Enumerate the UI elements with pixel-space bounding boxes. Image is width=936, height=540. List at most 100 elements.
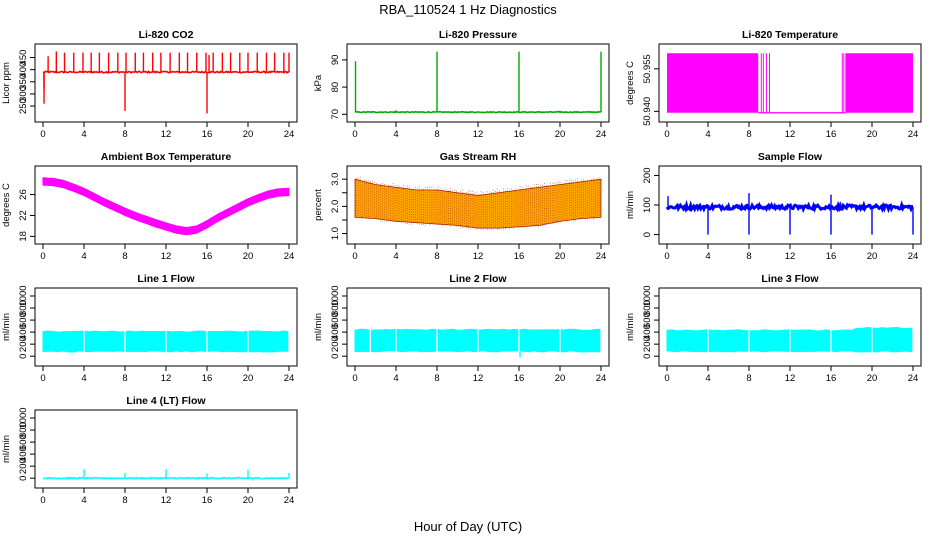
y-axis-label: ml/min	[1, 313, 12, 341]
y-tick-label: 50.940	[642, 97, 653, 126]
x-tick-label: 16	[202, 129, 213, 140]
plot-frame	[346, 287, 610, 367]
y-tick-label: 80	[330, 82, 341, 93]
y-tick-label: 1000	[18, 407, 29, 428]
panel-title: Sample Flow	[758, 151, 823, 163]
data-layer	[42, 469, 290, 481]
x-tick-label: 4	[705, 373, 710, 384]
data-layer	[354, 328, 602, 358]
x-tick-label: 16	[202, 495, 213, 506]
x-tick-label: 8	[122, 251, 127, 262]
x-tick-label: 16	[826, 251, 837, 262]
x-tick-label: 12	[473, 251, 484, 262]
band-fill	[845, 53, 913, 113]
x-tick-label: 24	[908, 373, 919, 384]
x-tick-label: 8	[122, 495, 127, 506]
x-tick-label: 8	[122, 373, 127, 384]
data-layer	[354, 176, 602, 231]
y-tick-label: 70	[330, 109, 341, 120]
x-tick-label: 16	[514, 129, 525, 140]
panel-title: Li-820 Temperature	[742, 29, 838, 41]
plot-frame	[34, 287, 298, 367]
y-tick-label: 2.0	[330, 200, 341, 213]
x-tick-label: 24	[284, 373, 295, 384]
x-tick-label: 4	[81, 251, 86, 262]
y-tick-label: 400	[18, 62, 29, 78]
x-tick-label: 16	[826, 373, 837, 384]
y-axis-label: ml/min	[625, 313, 636, 341]
x-tick-label: 20	[867, 373, 878, 384]
x-tick-label: 0	[40, 251, 45, 262]
x-tick-label: 8	[434, 373, 439, 384]
y-tick-label: 0	[642, 232, 653, 237]
y-tick-label: 1000	[642, 285, 653, 306]
y-tick-label: 90	[330, 55, 341, 66]
data-layer	[666, 326, 914, 353]
y-axis-label: kPa	[313, 74, 324, 91]
x-tick-label: 8	[434, 251, 439, 262]
plot-frame	[346, 43, 610, 123]
plot-frame	[658, 287, 922, 367]
x-tick-label: 20	[243, 251, 254, 262]
y-tick-label: 400	[18, 446, 29, 462]
y-axis-label: Licor ppm	[1, 62, 12, 104]
plot-frame	[34, 165, 298, 245]
y-tick-label: 400	[330, 324, 341, 340]
y-axis-label: degrees C	[625, 61, 636, 105]
x-tick-label: 4	[393, 129, 398, 140]
x-tick-label: 12	[161, 129, 172, 140]
y-tick-label: 800	[18, 422, 29, 438]
x-tick-label: 20	[243, 129, 254, 140]
data-layer	[42, 51, 290, 114]
panel-10: Line 4 (LT) Flow ml/min 0 4 8 12 16 20 24 0 200400…	[1, 395, 298, 506]
y-tick-label: 0	[642, 354, 653, 359]
panel-title: Line 3 Flow	[761, 273, 819, 285]
x-tick-label: 0	[40, 373, 45, 384]
panel-3: Li-820 Temperature degrees C 0 4 8 12 16 20 24 50…	[625, 29, 922, 140]
y-tick-label: 200	[18, 336, 29, 352]
x-tick-label: 8	[746, 373, 751, 384]
y-tick-label: 1000	[330, 285, 341, 306]
y-tick-label: 800	[642, 300, 653, 316]
x-tick-label: 20	[555, 129, 566, 140]
x-tick-label: 12	[161, 373, 172, 384]
panel-8: Line 2 Flow ml/min 0 4 8 12 16 20 24 0 20040060080…	[313, 273, 610, 384]
y-tick-label: 250	[18, 98, 29, 114]
x-tick-label: 4	[393, 251, 398, 262]
x-tick-label: 4	[81, 495, 86, 506]
x-tick-label: 8	[746, 129, 751, 140]
y-tick-label: 600	[642, 312, 653, 328]
x-tick-label: 16	[202, 373, 213, 384]
x-tick-label: 4	[81, 129, 86, 140]
panel-title: Line 4 (LT) Flow	[126, 395, 206, 407]
x-tick-label: 20	[243, 495, 254, 506]
x-tick-label: 20	[555, 373, 566, 384]
y-tick-label: 400	[18, 324, 29, 340]
x-tick-label: 24	[284, 251, 295, 262]
series-line	[42, 70, 290, 74]
x-tick-label: 16	[514, 251, 525, 262]
x-tick-label: 20	[243, 373, 254, 384]
x-tick-label: 24	[596, 251, 607, 262]
panel-title: Line 1 Flow	[137, 273, 195, 285]
data-layer	[42, 177, 290, 236]
x-tick-label: 0	[664, 129, 669, 140]
data-layer	[667, 53, 913, 114]
temperature-band	[42, 177, 290, 236]
y-tick-label: 100	[642, 197, 653, 213]
panel-2: Li-820 Pressure kPa 0 4 8 12 16 20 24 70 80 90	[313, 29, 610, 140]
x-tick-label: 12	[785, 251, 796, 262]
y-tick-label: 800	[330, 300, 341, 316]
series-line	[42, 476, 290, 480]
x-tick-label: 12	[785, 129, 796, 140]
x-tick-label: 24	[908, 129, 919, 140]
y-tick-label: 600	[18, 312, 29, 328]
x-tick-label: 24	[596, 373, 607, 384]
y-tick-label: 200	[18, 458, 29, 474]
panel-title: Li-820 CO2	[139, 29, 194, 41]
y-axis-label: ml/min	[625, 191, 636, 219]
y-tick-label: 300	[18, 86, 29, 102]
